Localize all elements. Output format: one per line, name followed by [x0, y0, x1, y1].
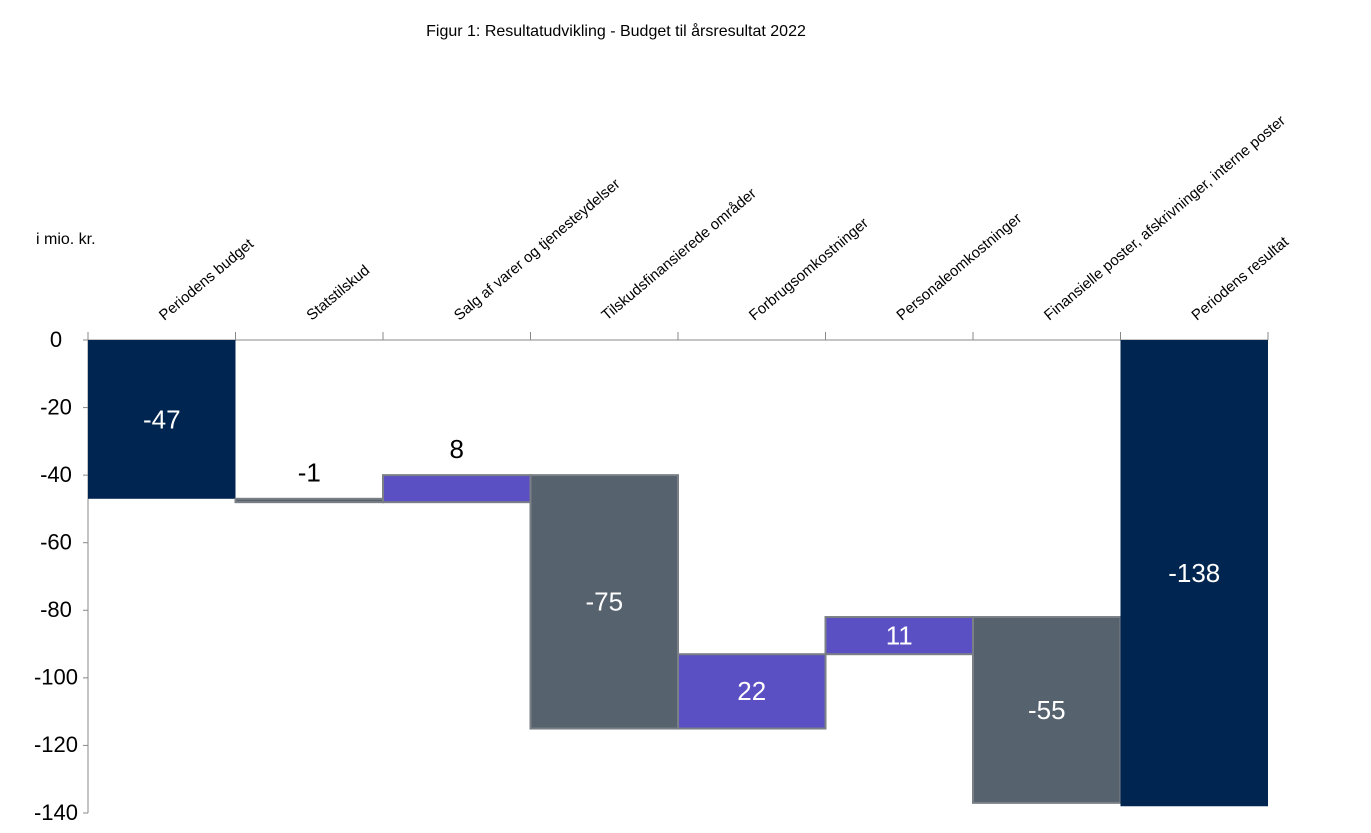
x-tick-label: Periodens resultat	[1188, 233, 1292, 324]
y-tick-label: 0	[50, 327, 62, 352]
value-label: 11	[886, 621, 913, 651]
x-tick-label: Periodens budget	[156, 235, 258, 324]
y-axis-label: i mio. kr.	[36, 231, 96, 248]
bar	[1120, 340, 1268, 807]
bar	[88, 340, 236, 499]
x-tick-label: Forbrugsomkostninger	[746, 215, 872, 324]
value-label: -55	[1028, 695, 1066, 725]
value-label: 22	[737, 676, 766, 706]
value-label: -138	[1168, 558, 1220, 588]
chart-title: Figur 1: Resultatudvikling - Budget til …	[426, 22, 806, 40]
value-label: -1	[298, 458, 321, 488]
bar	[529, 474, 679, 730]
x-tick-label: Salg af varer og tjenesteydelser	[451, 175, 624, 324]
bar	[824, 616, 974, 656]
x-tick-label: Finansielle poster, afskrivninger, inter…	[1041, 112, 1289, 324]
y-tick-label: -60	[40, 530, 72, 555]
x-tick-label: Statstilskud	[303, 262, 373, 324]
value-label: 8	[450, 434, 464, 464]
y-tick-label: -140	[34, 800, 78, 825]
value-label: -47	[143, 404, 181, 434]
y-tick-label: -80	[40, 597, 72, 622]
y-tick-label: -40	[40, 462, 72, 487]
bar	[234, 497, 384, 504]
bar	[382, 474, 532, 504]
x-tick-label: Personaleomkostninger	[893, 210, 1025, 324]
y-tick-label: -20	[40, 394, 72, 419]
bar	[677, 653, 827, 730]
y-tick-label: -120	[34, 732, 78, 757]
x-tick-label: Tilskudsfinansierede områder	[598, 185, 759, 324]
bar	[972, 616, 1122, 804]
y-tick-label: -100	[34, 665, 78, 690]
value-label: -75	[585, 587, 623, 617]
